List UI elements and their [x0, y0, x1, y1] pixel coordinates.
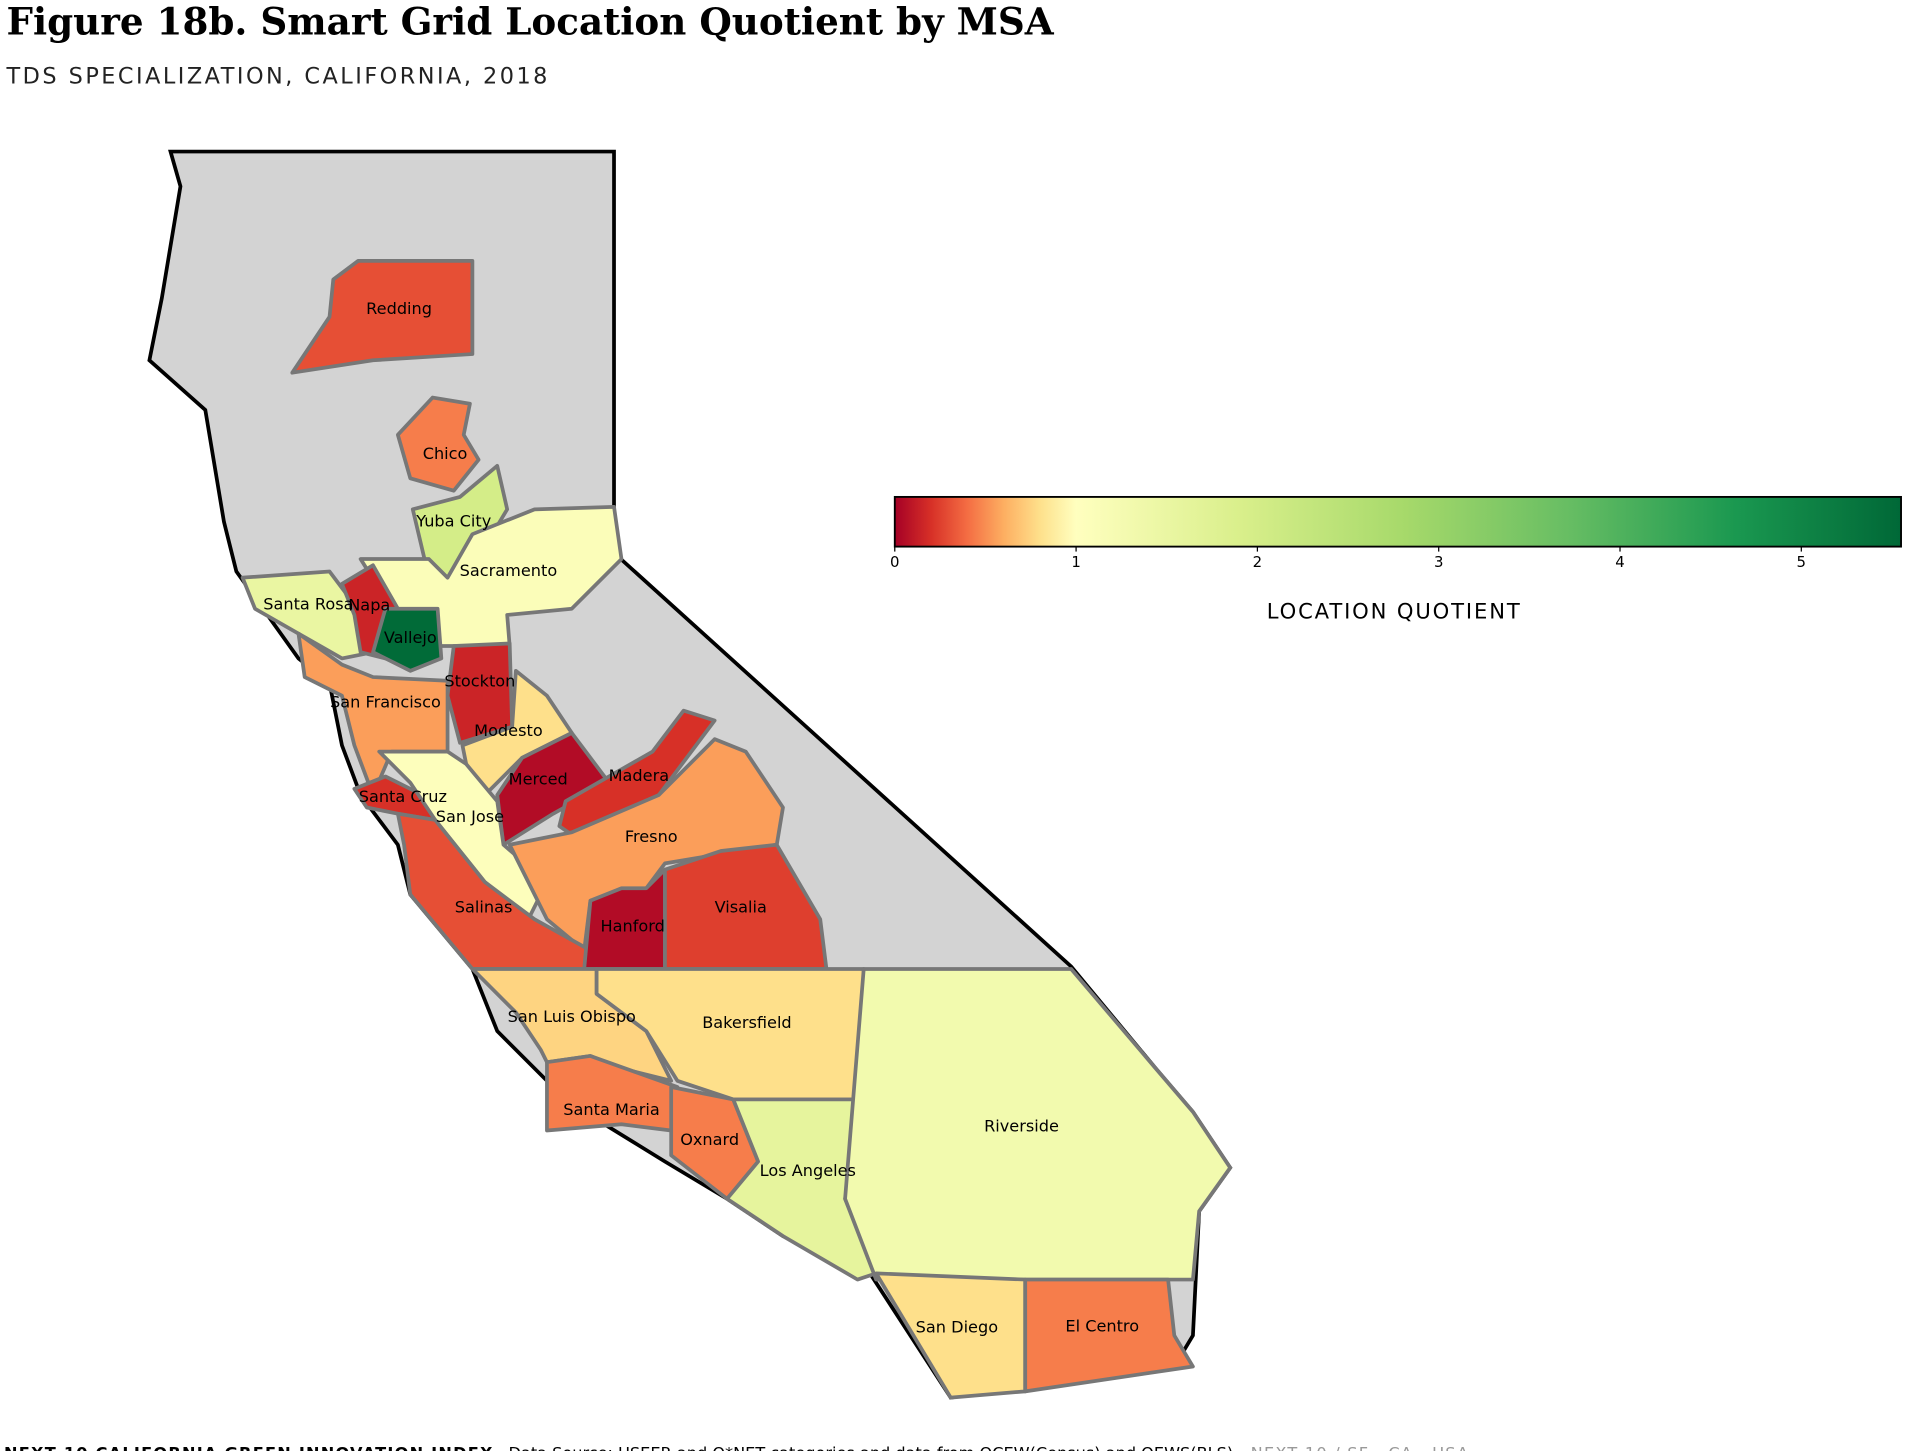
region-label: Hanford: [600, 916, 664, 935]
region-label: Santa Cruz: [359, 787, 447, 806]
colorbar: 0 1 2 3 4 5: [890, 495, 1902, 571]
colorbar-tick-label: 5: [1797, 553, 1806, 571]
msa-region: [240, 569, 375, 661]
region-label: Santa Rosa: [263, 594, 353, 613]
region-label: Santa Maria: [563, 1100, 659, 1119]
footer-org: NEXT 10 CALIFORNIA GREEN INNOVATION INDE…: [4, 1443, 501, 1451]
msa-region: [1023, 1277, 1195, 1394]
region-label: Salinas: [455, 898, 513, 917]
regions: [240, 259, 1233, 1400]
region-label: Visalia: [715, 898, 767, 917]
region-label: Los Angeles: [760, 1161, 856, 1180]
footer: NEXT 10 CALIFORNIA GREEN INNOVATION INDE…: [4, 1443, 1469, 1451]
region-label: Madera: [609, 766, 669, 785]
footer-credit: NEXT 10 / SF · CA · USA: [1251, 1443, 1470, 1451]
region-label: Redding: [366, 299, 432, 318]
region-label: Fresno: [625, 827, 678, 846]
msa-region: [557, 708, 717, 837]
msa-region: [843, 967, 1233, 1282]
region-labels: Redding Chico Yuba City Sacramento Santa Ros…: [263, 299, 1139, 1337]
region-label: San Francisco: [330, 693, 441, 712]
footer-source: Data Source: USEER and O*NET categories …: [509, 1443, 1239, 1451]
region-label: Oxnard: [680, 1130, 739, 1149]
region-label: Modesto: [474, 721, 543, 740]
region-label: Sacramento: [460, 561, 558, 580]
colorbar-tick-label: 4: [1615, 553, 1624, 571]
region-label: Napa: [348, 596, 390, 615]
region-label: Vallejo: [384, 628, 437, 647]
region-label: Riverside: [984, 1116, 1059, 1135]
region-label: Yuba City: [415, 511, 492, 530]
colorbar-tick-label: 0: [890, 553, 899, 571]
msa-region: [290, 259, 475, 375]
region-label: San Diego: [916, 1318, 998, 1337]
title: Figure 18b. Smart Grid Location Quotient…: [7, 0, 1055, 43]
msa-region: [395, 395, 481, 493]
region-label: Merced: [509, 770, 568, 789]
msa-region: [371, 606, 444, 673]
colorbar-tick-label: 1: [1071, 553, 1080, 571]
colorbar-tick-label: 2: [1253, 553, 1262, 571]
region-label: San Jose: [436, 807, 504, 826]
colorbar-bar: [893, 495, 1902, 548]
region-label: San Luis Obispo: [508, 1007, 636, 1026]
region-label: Stockton: [444, 672, 515, 691]
subtitle: TDS SPECIALIZATION, CALIFORNIA, 2018: [6, 64, 550, 90]
region-label: El Centro: [1065, 1316, 1139, 1335]
colorbar-tick-label: 3: [1434, 553, 1443, 571]
colorbar-label: LOCATION QUOTIENT: [1267, 598, 1522, 623]
region-label: Chico: [423, 444, 468, 463]
region-label: Bakersfield: [702, 1013, 791, 1032]
